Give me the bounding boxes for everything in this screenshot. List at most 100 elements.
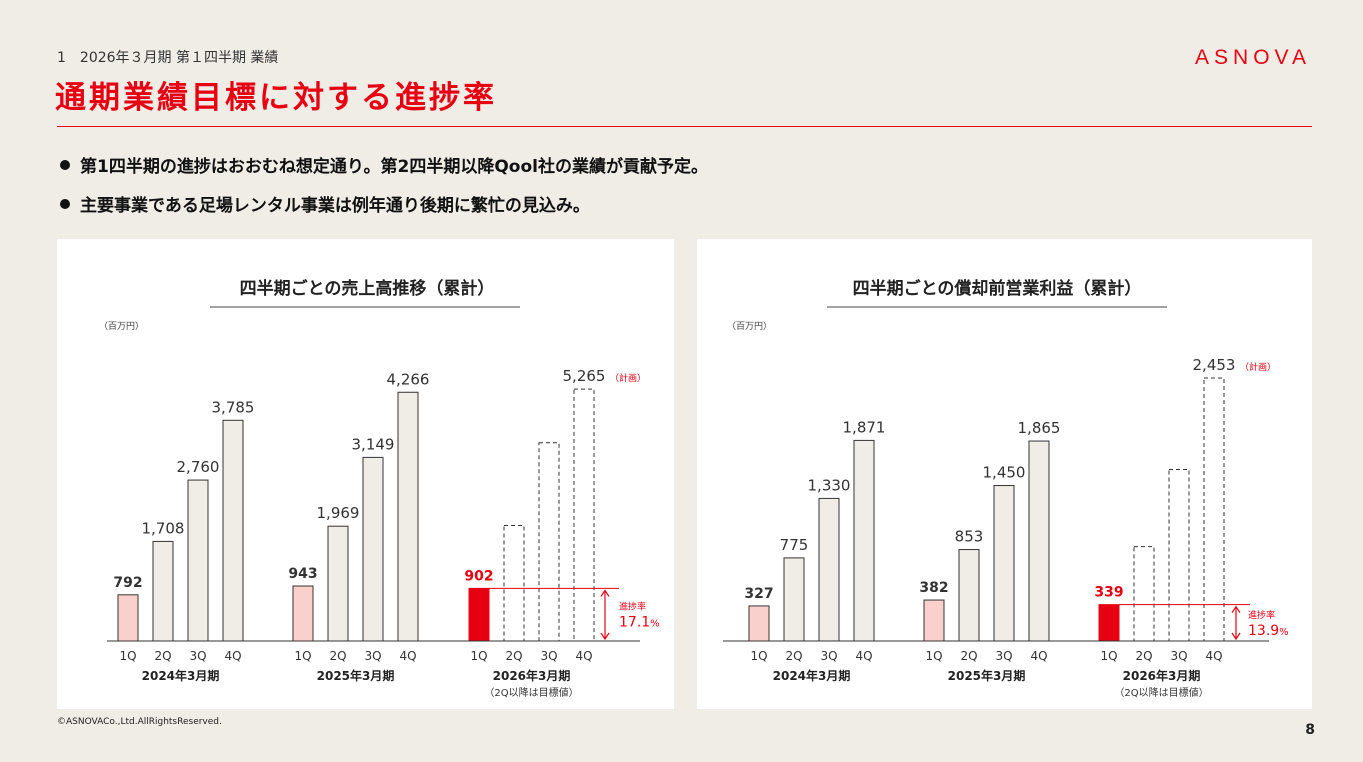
bar-1-4Q	[222, 419, 244, 642]
group-sublabel: （2Q以降は目標値）	[484, 686, 578, 699]
bar-1-1Q	[117, 594, 139, 642]
group-label: 2024年3月期	[142, 668, 220, 683]
bar-2-3Q	[993, 485, 1015, 642]
bar-1-3Q	[187, 479, 209, 642]
bullet-text: 第1四半期の進捗はおおむね想定通り。第2四半期以降Qool社の業績が貢献予定。	[80, 157, 708, 177]
bullet-dot-icon	[60, 199, 70, 209]
bar-1-2Q	[152, 540, 174, 642]
group-label: 2026年3月期	[493, 668, 571, 683]
category-label: 1Q	[470, 649, 487, 663]
category-label: 1Q	[119, 649, 136, 663]
bar-3-1Q	[468, 587, 490, 642]
data-label: 775	[780, 536, 809, 554]
page-title: 通期業績目標に対する進捗率	[55, 80, 497, 116]
bar-3-2Q	[503, 525, 525, 642]
data-label: 382	[919, 580, 948, 596]
category-label: 2Q	[505, 649, 522, 663]
title-divider	[57, 126, 1312, 127]
category-label: 2Q	[785, 649, 802, 663]
data-label: 1,871	[843, 418, 886, 436]
bullet-item: 主要事業である足場レンタル事業は例年通り後期に繁忙の見込み。	[60, 191, 708, 216]
category-label: 2Q	[329, 649, 346, 663]
arrow-head-down-icon	[1231, 632, 1241, 641]
unit-label: （百万円）	[727, 321, 772, 332]
bar-1-2Q	[783, 557, 805, 642]
progress-unit: %	[650, 619, 660, 630]
category-label: 1Q	[925, 649, 942, 663]
bullet-list: 第1四半期の進捗はおおむね想定通り。第2四半期以降Qool社の業績が貢献予定。 …	[60, 152, 708, 230]
page-number: 8	[1305, 722, 1315, 738]
bar-2-2Q	[327, 525, 349, 642]
group-label: 2024年3月期	[773, 668, 851, 683]
data-label: 1,330	[808, 476, 851, 494]
category-label: 4Q	[575, 649, 592, 663]
category-label: 2Q	[1135, 649, 1152, 663]
bar-3-4Q	[573, 388, 595, 642]
category-label: 1Q	[294, 649, 311, 663]
category-label: 3Q	[364, 649, 381, 663]
data-label: 902	[464, 568, 493, 584]
bar-1-1Q	[748, 605, 770, 642]
category-label: 2Q	[154, 649, 171, 663]
bar-2-3Q	[362, 456, 384, 642]
bar-2-2Q	[958, 549, 980, 642]
progress-unit: %	[1279, 627, 1289, 638]
bar-3-4Q	[1203, 377, 1225, 642]
data-label: 3,785	[212, 398, 255, 416]
arrow-head-up-icon	[600, 589, 610, 597]
bar-3-3Q	[538, 442, 560, 642]
data-label: 943	[288, 566, 317, 582]
data-label: 2,453	[1193, 356, 1236, 374]
bar-2-1Q	[923, 599, 945, 642]
ebitda-chart-panel: 四半期ごとの償却前営業利益（累計） （百万円） 327 1Q 775 2Q 1,330 3Q 1…	[697, 239, 1312, 709]
data-label: 2,760	[177, 458, 220, 476]
bar-1-4Q	[853, 439, 875, 642]
category-label: 3Q	[820, 649, 837, 663]
category-label: 1Q	[1100, 649, 1117, 663]
group-label: 2025年3月期	[317, 668, 395, 683]
data-label: 1,865	[1018, 419, 1061, 437]
bullet-text: 主要事業である足場レンタル事業は例年通り後期に繁忙の見込み。	[80, 196, 590, 216]
data-label: 339	[1094, 585, 1123, 601]
category-label: 1Q	[750, 649, 767, 663]
data-label: 3,149	[352, 435, 395, 453]
unit-label: （百万円）	[99, 321, 144, 332]
bar-3-3Q	[1168, 468, 1190, 642]
bullet-dot-icon	[60, 160, 70, 170]
group-label: 2026年3月期	[1123, 668, 1201, 683]
bar-2-4Q	[1028, 440, 1050, 642]
group-sublabel: （2Q以降は目標値）	[1114, 686, 1208, 699]
category-label: 2Q	[960, 649, 977, 663]
sales-chart-panel: 四半期ごとの売上高推移（累計） （百万円） 792 1Q 1,708 2Q 2,760 3Q 3…	[57, 239, 674, 709]
arrow-head-up-icon	[1231, 605, 1241, 613]
progress-label: 進捗率	[1248, 609, 1275, 621]
category-label: 3Q	[540, 649, 557, 663]
data-label: 4,266	[387, 370, 430, 388]
data-label: 327	[744, 586, 773, 602]
progress-value: 13.9%	[1248, 623, 1289, 639]
data-label: 853	[955, 528, 984, 546]
bar-2-4Q	[397, 391, 419, 642]
category-label: 4Q	[399, 649, 416, 663]
group-label: 2025年3月期	[948, 668, 1026, 683]
category-label: 4Q	[1205, 649, 1222, 663]
section-label: 1 2026年３月期 第１四半期 業績	[57, 50, 279, 66]
chart-title: 四半期ごとの売上高推移（累計）	[240, 278, 495, 299]
arrow-head-down-icon	[600, 632, 610, 641]
category-label: 3Q	[189, 649, 206, 663]
progress-value: 17.1%	[619, 615, 660, 631]
brand-logo: ASNOVA	[1195, 46, 1311, 69]
progress-label: 進捗率	[619, 601, 646, 613]
data-label: 5,265	[563, 367, 606, 385]
category-label: 4Q	[224, 649, 241, 663]
data-label: 792	[113, 575, 142, 591]
category-label: 3Q	[1170, 649, 1187, 663]
bar-1-3Q	[818, 497, 840, 642]
bar-3-1Q	[1098, 604, 1120, 642]
sales-chart: 四半期ごとの売上高推移（累計） （百万円） 792 1Q 1,708 2Q 2,760 3Q 3…	[99, 278, 660, 699]
data-label: 1,450	[983, 464, 1026, 482]
data-label: 1,969	[317, 504, 360, 522]
category-label: 4Q	[855, 649, 872, 663]
plan-label: （計画）	[610, 372, 646, 384]
bar-2-1Q	[292, 585, 314, 642]
